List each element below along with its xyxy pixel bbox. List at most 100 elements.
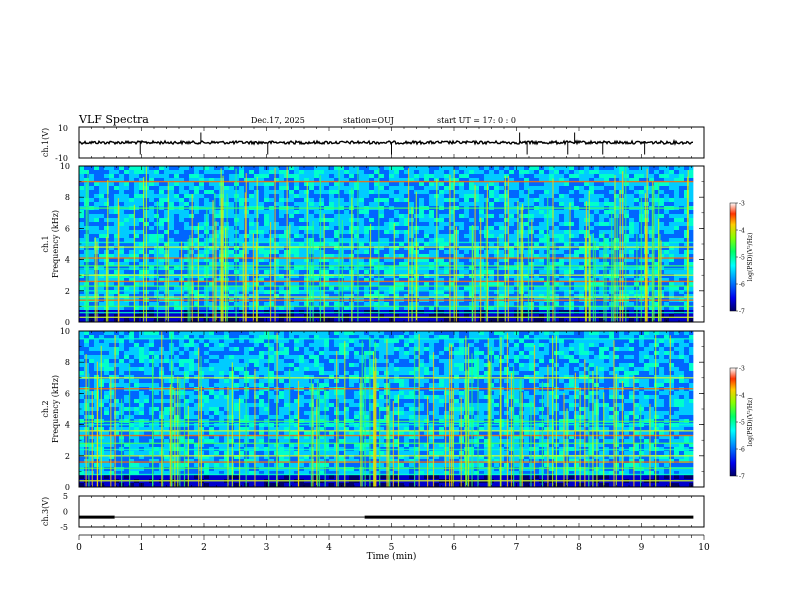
ch1-spec-cell	[664, 190, 669, 194]
ch1-spec-cell	[209, 294, 214, 298]
ch1-spec-cell	[394, 222, 399, 226]
ch1-spec-cell	[684, 250, 689, 254]
ch1-spec-cell	[659, 202, 664, 206]
ch1-spec-cell	[439, 234, 444, 238]
ch1-spec-cell	[309, 262, 314, 266]
ch1-spec-cell	[354, 214, 359, 218]
ch1-spec-cell	[614, 262, 619, 266]
ch1-spec-cell	[129, 202, 134, 206]
ch1-spec-cell	[354, 250, 359, 254]
ch1-spec-cell	[259, 226, 264, 230]
ch1-spec-cell	[634, 214, 639, 218]
ch1-spec-cell	[389, 290, 394, 294]
ch1-spec-cell	[564, 266, 569, 270]
ch1-spec-cell	[394, 286, 399, 290]
ch1-spec-cell	[424, 274, 429, 278]
ch1-spec-cell	[629, 190, 634, 194]
ch1-spec-cell	[119, 178, 124, 182]
ch1-spec-sferic	[87, 170, 89, 322]
ch1-spec-cell	[429, 226, 434, 230]
ch1-spec-cell	[314, 250, 319, 254]
ch1-spec-cell	[464, 262, 469, 266]
ch1-spec-cell	[689, 262, 694, 266]
ch1-spec-cell	[184, 174, 189, 178]
ch1-spec-cell	[319, 306, 324, 310]
ch1-spec-cell	[639, 174, 644, 178]
ch1-spec-cell	[404, 270, 409, 274]
ch1-spec-cell	[149, 294, 154, 298]
ch1-spec-cell	[354, 262, 359, 266]
ch1-spec-cell	[364, 266, 369, 270]
ch1-spec-cell	[324, 214, 329, 218]
ch1-spec-cell	[184, 262, 189, 266]
ch1-spec-cell	[309, 270, 314, 274]
ch1-spec-cell	[464, 294, 469, 298]
ch1-spec-cell	[469, 242, 474, 246]
ch1-spec-cell	[209, 282, 214, 286]
ch1-spec-cell	[129, 282, 134, 286]
ch1-spec-cell	[604, 198, 609, 202]
ch1-spec-cell	[459, 214, 464, 218]
ch1-spec-cell	[489, 210, 494, 214]
ch1-spec-cell	[199, 282, 204, 286]
ch1-spec-cell	[179, 190, 184, 194]
ch1-spec-cell	[494, 166, 499, 170]
ch1-spec-cell	[489, 202, 494, 206]
ch1-spec-cell	[674, 282, 679, 286]
ch1-spec-cell	[324, 278, 329, 282]
ch1-spec-cell	[509, 194, 514, 198]
ch1-spec-cell	[474, 210, 479, 214]
ch1-spec-cell	[394, 202, 399, 206]
ch1-spec-sferic	[274, 167, 276, 322]
ch1-spec-cell	[524, 294, 529, 298]
ch1-spec-cell	[444, 222, 449, 226]
ch1-spec-cell	[114, 242, 119, 246]
ch1-spec-cell	[79, 266, 84, 270]
ch1-spec-cell	[604, 186, 609, 190]
ch1-spec-cell	[119, 190, 124, 194]
ch1-spec-cell	[209, 214, 214, 218]
ch1-spec-cell	[469, 190, 474, 194]
ch1-spec-cell	[409, 202, 414, 206]
ch1-spec-cell	[579, 190, 584, 194]
ch1-spec-cell	[359, 314, 364, 318]
ch1-spec-cell	[134, 218, 139, 222]
ch1-spec-cell	[129, 218, 134, 222]
ch1-spec-cell	[134, 230, 139, 234]
ch1-spec-cell	[159, 290, 164, 294]
ch1-spec-cell	[99, 262, 104, 266]
ch1-spec-cell	[124, 198, 129, 202]
ch1-spec-cell	[364, 290, 369, 294]
ch1-spec-cell	[159, 266, 164, 270]
ch1-spec-cell	[269, 270, 274, 274]
ch1-spec-cell	[269, 258, 274, 262]
ch1-spec-cell	[554, 198, 559, 202]
ch1-spec-cell	[504, 186, 509, 190]
ch1-spec-cell	[654, 182, 659, 186]
ch1-spec-cell	[549, 250, 554, 254]
ch1-spec-cell	[564, 198, 569, 202]
ch1-spec-cell	[429, 214, 434, 218]
ch1-spec-cell	[634, 202, 639, 206]
ch1-spec-cell	[114, 250, 119, 254]
ch1-spec-cell	[214, 210, 219, 214]
ch1-spec-cell	[444, 270, 449, 274]
ch1-spec-cell	[324, 290, 329, 294]
ch1-spec-cell	[529, 210, 534, 214]
ch1-spec-cell	[544, 246, 549, 250]
ch1-spec-cell	[534, 210, 539, 214]
ch1-spec-cell	[379, 246, 384, 250]
ch1-spec-cell	[224, 226, 229, 230]
ch1-spec-cell	[94, 186, 99, 190]
ch1-spec-cell	[554, 254, 559, 258]
ch1-spec-cell	[574, 242, 579, 246]
ch1-spec-cell	[329, 290, 334, 294]
ch1-spec-cell	[279, 266, 284, 270]
ch1-spec-cell	[284, 190, 289, 194]
ch1-spec-cell	[589, 278, 594, 282]
ch1-spec-cell	[534, 222, 539, 226]
ch1-spec-cell	[224, 214, 229, 218]
ch1-spec-cell	[209, 238, 214, 242]
ch1-spec-cell	[79, 174, 84, 178]
ch1-spec-cell	[289, 302, 294, 306]
